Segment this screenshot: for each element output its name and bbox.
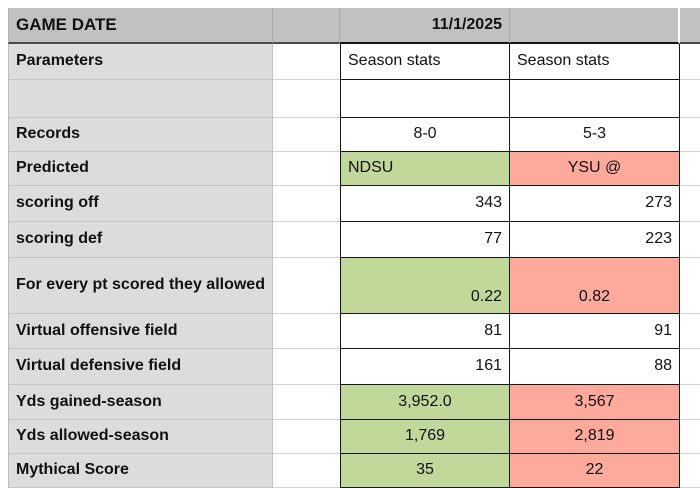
header-empty-date-cell[interactable]: [510, 8, 680, 44]
row-label-predicted[interactable]: Predicted: [8, 152, 273, 186]
cell-scoring-def-c2[interactable]: 223: [510, 222, 680, 258]
spacer-cell-records[interactable]: [273, 118, 340, 152]
spacer-cell-pt-ratio[interactable]: [273, 258, 340, 314]
cell-parameters-c2[interactable]: Season stats: [510, 44, 680, 80]
right-strip-cell-records: [680, 118, 700, 152]
game-date-header-cell[interactable]: GAME DATE: [8, 8, 273, 44]
row-label-pt-ratio[interactable]: For every pt scored they allowed: [8, 258, 273, 314]
row-label-virtual-off[interactable]: Virtual offensive field: [8, 314, 273, 349]
cell-pt-ratio-c1[interactable]: 0.22: [340, 258, 510, 314]
spacer-cell-parameters[interactable]: [273, 44, 340, 80]
row-label-virtual-def[interactable]: Virtual defensive field: [8, 349, 273, 385]
right-strip-cell-parameters: [680, 44, 700, 80]
row-label-scoring-def[interactable]: scoring def: [8, 222, 273, 258]
spacer-cell-yds-gained[interactable]: [273, 385, 340, 420]
row-label-blank[interactable]: [8, 80, 273, 118]
spacer-cell-virtual-off[interactable]: [273, 314, 340, 349]
spacer-cell-blank[interactable]: [273, 80, 340, 118]
cell-yds-gained-c2[interactable]: 3,567: [510, 385, 680, 420]
cell-virtual-def-c2[interactable]: 88: [510, 349, 680, 385]
stats-table: GAME DATE 11/1/2025 Parameters Season sta…: [8, 8, 700, 488]
cell-mythical-c1[interactable]: 35: [340, 454, 510, 488]
right-strip-cell-scoring-off: [680, 186, 700, 222]
spacer-cell-yds-allowed[interactable]: [273, 420, 340, 454]
row-label-yds-gained[interactable]: Yds gained-season: [8, 385, 273, 420]
row-label-records[interactable]: Records: [8, 118, 273, 152]
right-strip-cell-blank: [680, 80, 700, 118]
spacer-cell-virtual-def[interactable]: [273, 349, 340, 385]
header-spacer-cell[interactable]: [273, 8, 340, 44]
cell-scoring-off-c1[interactable]: 343: [340, 186, 510, 222]
game-date-value-cell[interactable]: 11/1/2025: [340, 8, 510, 44]
cell-blank-c1[interactable]: [340, 80, 510, 118]
right-strip-cell-predicted: [680, 152, 700, 186]
right-strip-cell-pt-ratio: [680, 258, 700, 314]
cell-blank-c2[interactable]: [510, 80, 680, 118]
cell-records-c2[interactable]: 5-3: [510, 118, 680, 152]
cell-yds-allowed-c1[interactable]: 1,769: [340, 420, 510, 454]
right-strip-cell-virtual-off: [680, 314, 700, 349]
spacer-cell-predicted[interactable]: [273, 152, 340, 186]
right-strip-cell-yds-gained: [680, 385, 700, 420]
spacer-cell-scoring-def[interactable]: [273, 222, 340, 258]
cell-yds-allowed-c2[interactable]: 2,819: [510, 420, 680, 454]
cell-predicted-c2[interactable]: YSU @: [510, 152, 680, 186]
row-label-mythical[interactable]: Mythical Score: [8, 454, 273, 488]
row-label-yds-allowed[interactable]: Yds allowed-season: [8, 420, 273, 454]
cell-scoring-off-c2[interactable]: 273: [510, 186, 680, 222]
row-label-scoring-off[interactable]: scoring off: [8, 186, 273, 222]
right-strip-cell-yds-allowed: [680, 420, 700, 454]
cell-predicted-c1[interactable]: NDSU: [340, 152, 510, 186]
cell-pt-ratio-c2[interactable]: 0.82: [510, 258, 680, 314]
right-strip-cell-mythical: [680, 454, 700, 488]
cell-virtual-off-c1[interactable]: 81: [340, 314, 510, 349]
spacer-cell-scoring-off[interactable]: [273, 186, 340, 222]
cell-yds-gained-c1[interactable]: 3,952.0: [340, 385, 510, 420]
cell-mythical-c2[interactable]: 22: [510, 454, 680, 488]
right-strip-cell-scoring-def: [680, 222, 700, 258]
cell-virtual-def-c1[interactable]: 161: [340, 349, 510, 385]
header-right-strip-cell: [680, 8, 700, 44]
right-strip-cell-virtual-def: [680, 349, 700, 385]
cell-parameters-c1[interactable]: Season stats: [340, 44, 510, 80]
cell-scoring-def-c1[interactable]: 77: [340, 222, 510, 258]
cell-records-c1[interactable]: 8-0: [340, 118, 510, 152]
cell-virtual-off-c2[interactable]: 91: [510, 314, 680, 349]
row-label-parameters[interactable]: Parameters: [8, 44, 273, 80]
spacer-cell-mythical[interactable]: [273, 454, 340, 488]
